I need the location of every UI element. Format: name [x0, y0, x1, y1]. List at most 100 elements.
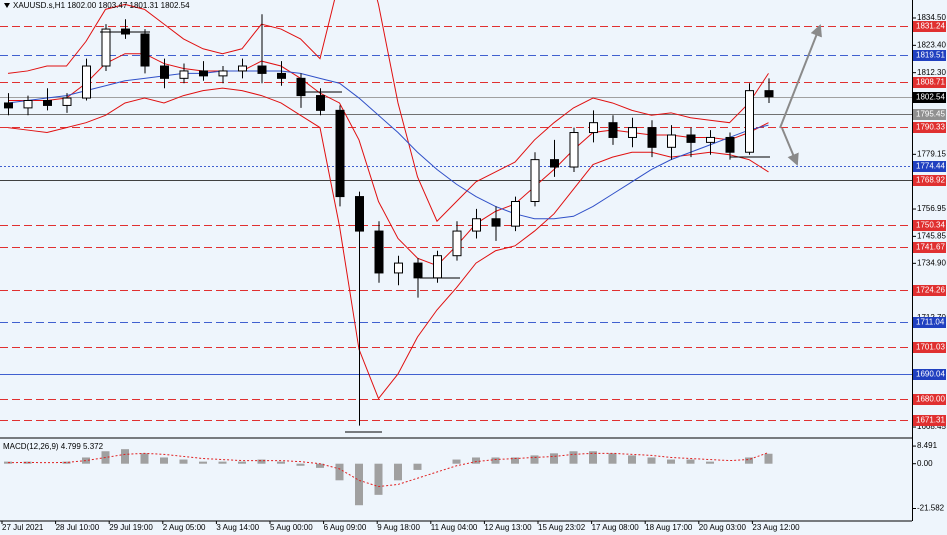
macd-bar	[121, 449, 129, 464]
macd-bar	[374, 463, 383, 495]
candle-body	[725, 136, 735, 153]
level-label: 1690.04	[916, 370, 945, 379]
x-tick-label: 18 Aug 17:00	[645, 523, 693, 532]
level-box	[913, 220, 946, 231]
candle-body	[667, 134, 676, 148]
candle-body	[335, 109, 345, 198]
candle-body	[745, 90, 754, 153]
macd-bar	[277, 461, 285, 464]
macd-tick-label: 8.491	[917, 441, 938, 450]
macd-bar	[413, 463, 422, 470]
candle-body	[472, 218, 481, 232]
macd-bar	[199, 461, 207, 464]
macd-bar	[686, 459, 695, 464]
y-tick-label: 1734.90	[917, 258, 946, 267]
macd-bar	[745, 457, 753, 464]
candle-body	[589, 122, 598, 134]
level-box	[913, 317, 946, 328]
y-tick-label: 1779.15	[917, 149, 946, 158]
candle-body	[218, 70, 228, 77]
candle-body	[374, 230, 384, 274]
candle-body	[160, 65, 169, 79]
macd-bar	[335, 463, 344, 481]
overlay-line	[7, 70, 769, 220]
level-box	[913, 175, 946, 186]
candle-body	[23, 100, 33, 109]
candle-body	[257, 65, 267, 74]
y-tick-label: 1834.50	[917, 13, 946, 22]
x-tick-label: 3 Aug 14:00	[216, 523, 259, 532]
candle-body	[316, 95, 325, 111]
macd-bar	[62, 461, 71, 464]
x-tick-label: 9 Aug 18:00	[377, 523, 420, 532]
level-box	[913, 50, 946, 61]
candle-body	[647, 127, 657, 148]
macd-panel	[4, 449, 773, 506]
macd-bar	[706, 461, 714, 464]
x-tick-label: 28 Jul 10:00	[56, 523, 100, 532]
candle-body	[296, 77, 306, 97]
level-label: 1741.67	[916, 243, 945, 252]
macd-bar	[589, 451, 597, 464]
level-label: 1724.26	[916, 286, 945, 295]
candle-body	[628, 127, 637, 138]
x-tick-label: 6 Aug 09:00	[324, 523, 367, 532]
candle-body	[82, 65, 91, 99]
macd-bar	[355, 463, 363, 506]
macd-bar	[764, 453, 773, 464]
candle-body	[491, 218, 501, 227]
y-tick-label: 1823.40	[917, 40, 946, 49]
macd-bar	[160, 457, 168, 464]
macd-bar	[238, 461, 246, 464]
macd-bar	[569, 451, 578, 464]
level-box	[913, 21, 946, 32]
menu-triangle[interactable]	[4, 3, 10, 8]
macd-bar	[628, 455, 636, 464]
candle-body	[608, 122, 618, 138]
x-tick-label: 15 Aug 23:02	[538, 523, 586, 532]
candle-body	[140, 33, 150, 67]
x-tick-label: 29 Jul 19:00	[109, 523, 153, 532]
x-tick-label: 20 Aug 03:00	[699, 523, 747, 532]
level-box	[913, 285, 946, 296]
x-tick-label: 5 Aug 00:00	[270, 523, 313, 532]
candle-body	[569, 132, 579, 168]
macd-bar	[82, 457, 90, 464]
macd-bar	[491, 457, 500, 464]
candle-body	[43, 100, 52, 106]
candle-body	[394, 262, 403, 274]
candle-body	[277, 72, 286, 79]
macd-bar	[316, 463, 324, 468]
x-tick-label: 27 Jul 2021	[2, 523, 44, 532]
macd-bar	[394, 463, 402, 481]
overlay-line	[7, 87, 769, 400]
level-box	[913, 415, 946, 426]
x-tick-label: 11 Aug 04:00	[431, 523, 478, 532]
axes: 1834.501823.401812.301801.251779.151756.…	[1, 13, 946, 532]
candle-body	[199, 70, 208, 77]
projection-arrow	[779, 24, 822, 129]
level-label: 1819.51	[916, 51, 945, 60]
level-label: 1680.00	[916, 395, 945, 404]
candle-body	[686, 134, 696, 143]
candle-body	[550, 159, 559, 168]
level-label: 1671.31	[916, 416, 945, 425]
macd-bar	[608, 453, 617, 464]
level-label: 1802.54	[916, 93, 945, 102]
level-box	[913, 342, 946, 353]
macd-bar	[452, 459, 461, 464]
macd-bar	[218, 461, 227, 464]
candle-body	[764, 90, 774, 98]
macd-bar	[667, 459, 675, 464]
candle-body	[179, 70, 189, 79]
candle-body	[355, 196, 364, 232]
level-box	[913, 77, 946, 88]
level-box	[913, 92, 946, 103]
level-box	[913, 394, 946, 405]
candle-body	[433, 255, 442, 279]
level-box	[913, 242, 946, 253]
macd-bar	[179, 459, 188, 464]
candle-body	[413, 262, 423, 279]
